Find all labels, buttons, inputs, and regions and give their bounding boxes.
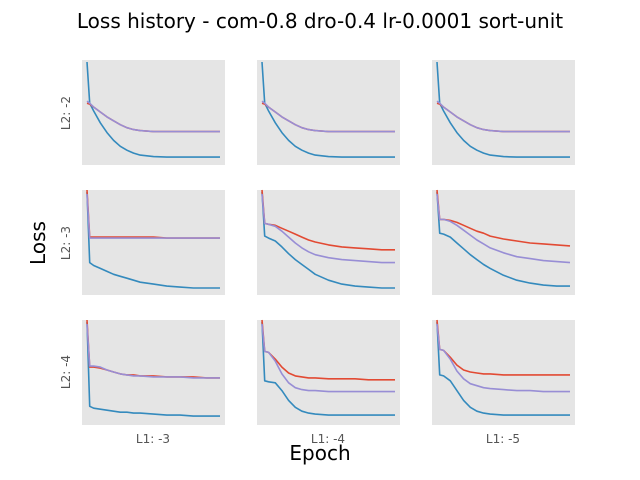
series-line [86,191,220,289]
row-label-l2-4: L2: -4 [59,355,73,389]
subplot-panel [82,60,225,165]
series-line [261,100,395,133]
series-line [436,100,570,133]
subplot-grid [82,60,575,425]
series-line [86,61,220,158]
series-line [436,61,570,158]
y-axis-label: Loss [26,221,50,265]
series-line [261,321,395,416]
x-axis-label: Epoch [289,441,350,465]
col-label-l1-3: L1: -3 [136,432,170,446]
series-line [261,323,395,393]
chart-title: Loss history - com-0.8 dro-0.4 lr-0.0001… [77,9,563,33]
subplot-panel [432,320,575,425]
series-line [261,191,395,289]
col-label-l1-4: L1: -4 [311,432,345,446]
series-line [436,191,570,287]
subplot-panel [257,60,400,165]
subplot-panel [257,320,400,425]
row-label-l2-2: L2: -2 [59,96,73,130]
series-line [436,321,570,416]
series-line [86,100,220,133]
series-line [436,193,571,264]
series-line [261,193,395,264]
col-label-l1-5: L1: -5 [486,432,520,446]
series-line [86,323,220,379]
subplot-panel [432,190,575,295]
subplot-panel [82,320,225,425]
subplot-panel [432,60,575,165]
series-line [86,193,220,239]
series-line [436,323,570,393]
row-label-l2-3: L2: -3 [59,226,73,260]
subplot-panel [82,190,225,295]
subplot-panel [257,190,400,295]
series-line [86,321,220,417]
series-line [261,61,395,158]
